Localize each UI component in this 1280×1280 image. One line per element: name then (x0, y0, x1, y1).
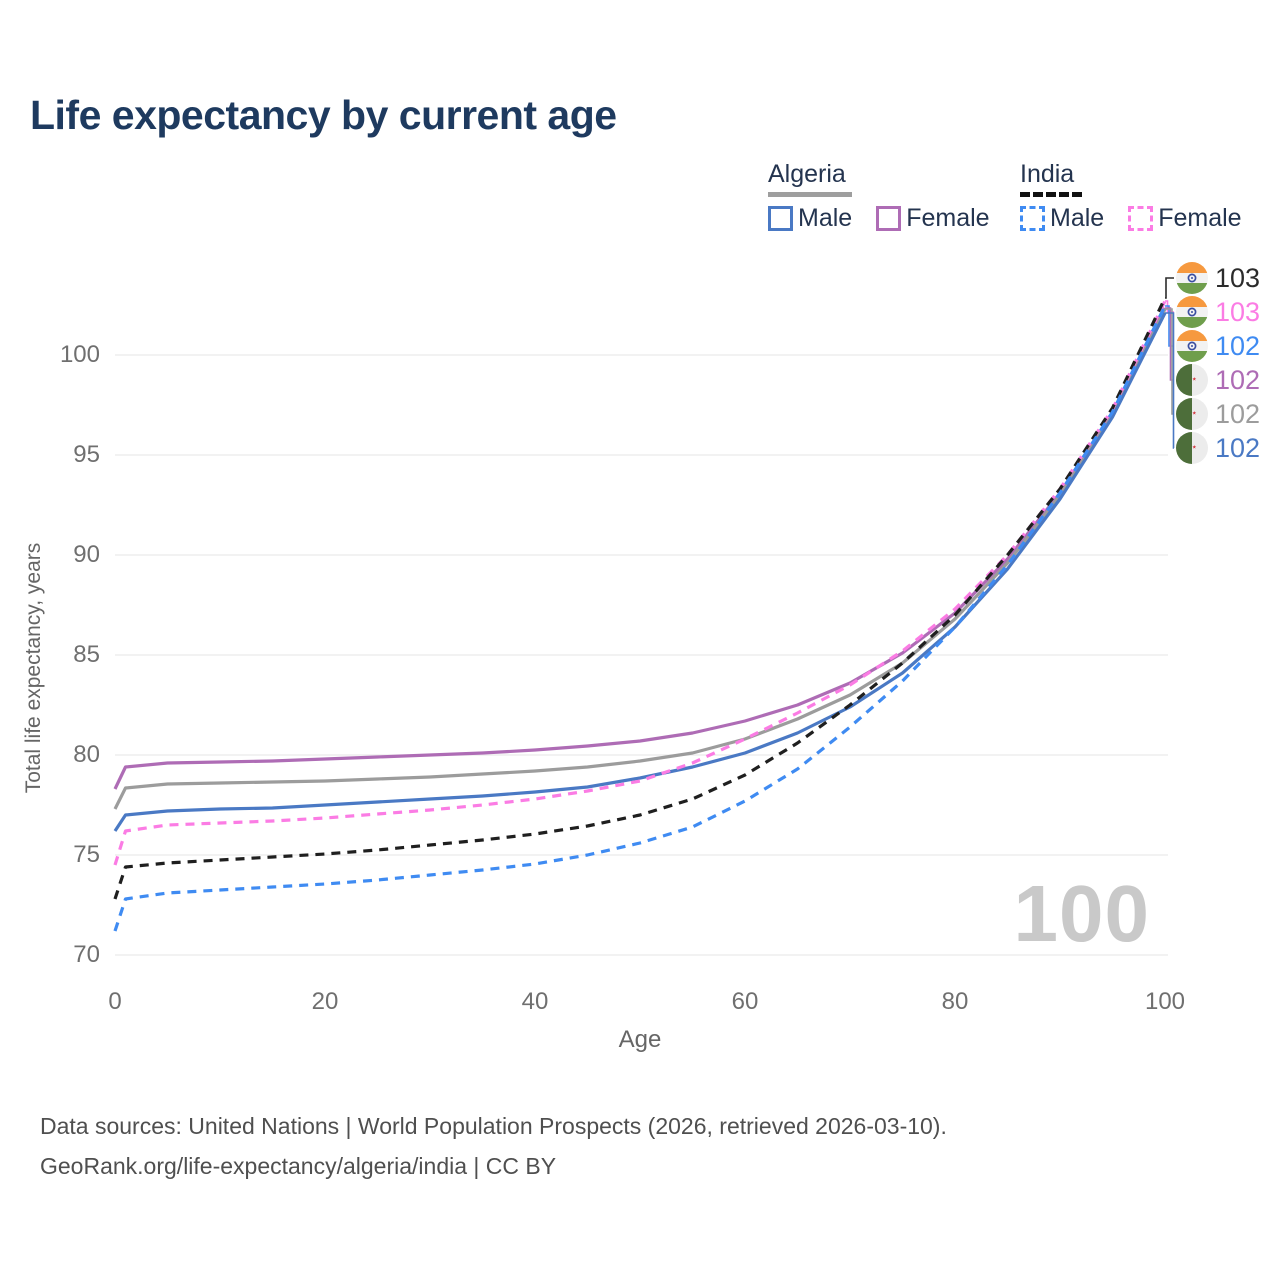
algeria-flag-icon (1176, 364, 1208, 396)
algeria-flag-icon (1176, 432, 1208, 464)
legend-underline-algeria (768, 192, 852, 197)
x-tick-20: 20 (311, 988, 339, 1015)
india-flag-icon (1176, 296, 1208, 328)
legend-country-algeria[interactable]: Algeria (768, 160, 846, 188)
series-line-india_female[interactable] (113, 300, 1167, 866)
series-line-algeria_total[interactable] (113, 308, 1167, 810)
page-title: Life expectancy by current age (30, 92, 617, 138)
x-axis-title: Age (618, 1026, 662, 1053)
end-label-algeria-male: 102 (1176, 431, 1260, 465)
end-label-algeria-female: 102 (1176, 363, 1260, 397)
x-tick-40: 40 (521, 988, 549, 1015)
legend-group-india: India Male Female (1020, 160, 1242, 232)
y-tick-90: 90 (73, 541, 100, 568)
legend-underline-india (1020, 192, 1082, 197)
age-frame-watermark: 100 (1013, 869, 1150, 958)
legend-label-india-male[interactable]: Male (1050, 204, 1105, 232)
end-label-india-male: 102 (1176, 329, 1260, 363)
y-tick-80: 80 (73, 741, 100, 768)
algeria-flag-icon (1176, 398, 1208, 430)
data-source-line1: Data sources: United Nations | World Pop… (40, 1113, 947, 1139)
data-source-note: Data sources: United Nations | World Pop… (40, 1106, 947, 1186)
legend-swatch-india-female[interactable] (1128, 206, 1154, 231)
x-tick-100: 100 (1144, 988, 1186, 1015)
end-label-india-total: 103 (1176, 261, 1260, 295)
legend-swatch-algeria-female[interactable] (876, 206, 902, 231)
legend-group-algeria: Algeria Male Female (768, 160, 990, 232)
end-label-connector-algeria_male (1165, 312, 1175, 449)
series-line-india_total[interactable] (113, 297, 1167, 900)
legend-label-india-female[interactable]: Female (1158, 204, 1242, 232)
series-line-india_male[interactable] (113, 305, 1167, 932)
y-tick-95: 95 (73, 441, 100, 468)
legend-country-india[interactable]: India (1020, 160, 1075, 188)
legend-swatch-algeria-male[interactable] (768, 206, 793, 231)
series-line-algeria_female[interactable] (113, 307, 1167, 790)
x-tick-80: 80 (941, 988, 969, 1015)
series-line-algeria_male[interactable] (113, 312, 1167, 832)
y-tick-75: 75 (73, 841, 100, 868)
data-source-line2[interactable]: GeoRank.org/life-expectancy/algeria/indi… (40, 1153, 557, 1179)
y-tick-70: 70 (73, 941, 100, 968)
india-flag-icon (1176, 330, 1208, 362)
end-label-connector-india_total (1165, 277, 1174, 299)
x-tick-0: 0 (108, 988, 122, 1015)
y-tick-85: 85 (73, 641, 100, 668)
line-chart-plot-area[interactable] (0, 0, 1280, 1080)
india-flag-icon (1176, 262, 1208, 294)
end-label-algeria-total: 102 (1176, 397, 1260, 431)
y-tick-100: 100 (59, 341, 100, 368)
legend-label-algeria-male[interactable]: Male (798, 204, 853, 232)
legend-swatch-india-male[interactable] (1020, 206, 1045, 231)
legend-label-algeria-female[interactable]: Female (906, 204, 990, 232)
end-label-india-female: 103 (1176, 295, 1260, 329)
x-tick-60: 60 (731, 988, 759, 1015)
